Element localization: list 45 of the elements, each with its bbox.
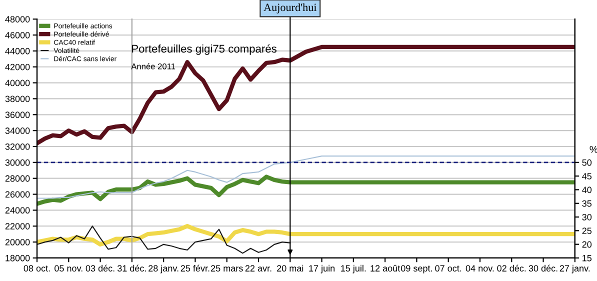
x-tick-label: 25 févr. [180, 264, 210, 272]
y-tick-label: 46000 [5, 32, 30, 38]
x-tick-label: 30 déc. [528, 264, 558, 272]
y-tick-label: 26000 [5, 191, 30, 198]
x-tick-label: 04 nov. [466, 265, 494, 272]
y2-tick-label: 45 [582, 173, 592, 180]
y2-tick-label: 40 [582, 186, 592, 194]
text: Portefeuilles gigi75 comparés [132, 44, 276, 55]
x-tick-label: 08 oct. [24, 265, 50, 272]
y-tick-label: 44000 [5, 48, 30, 54]
x-tick-label: 27 janv. [560, 264, 590, 274]
x-tick-label: 05 nov. [54, 265, 82, 272]
y-tick-label: 30000 [5, 159, 30, 166]
y-tick-label: 32000 [5, 143, 30, 150]
y-tick-label: 42000 [5, 64, 30, 70]
x-tick-label: 09 sept. [401, 265, 432, 274]
y2-tick-label: 50 [582, 159, 592, 166]
y-tick-label: 22000 [5, 223, 30, 230]
x-tick-label: 03 déc. [86, 264, 114, 272]
y2-tick-label: 15 [582, 255, 592, 262]
y-tick-label: 36000 [5, 112, 30, 118]
y-tick-label: 38000 [5, 96, 30, 102]
x-tick-label: 17 juin [309, 264, 334, 274]
x-tick-label: 28 janv. [148, 264, 178, 274]
y-tick-label: 40000 [5, 80, 30, 86]
y-tick-label: 18000 [6, 254, 30, 262]
y-tick-label: 28000 [5, 175, 30, 182]
y2-tick-label: 25 [582, 228, 592, 234]
y2-tick-label: 30 [582, 214, 592, 220]
y2-tick-label: 35 [582, 200, 592, 207]
x-tick-label: 12 août [370, 264, 400, 272]
x-tick-label: 02 déc. [497, 264, 526, 272]
x-tick-label: 20 mai [277, 264, 304, 272]
ref-line-label: Aujourd'hui [264, 3, 317, 14]
y-tick-label: 24000 [5, 207, 30, 214]
y-tick-label: 20000 [5, 239, 30, 246]
x-tick-label: 15 juil. [341, 264, 366, 274]
y-tick-label: 48000 [5, 16, 30, 22]
x-tick-label: 22 avr. [245, 265, 272, 272]
x-tick-label: 31 déc. [117, 264, 146, 272]
y-tick-label: 34000 [5, 128, 30, 134]
x-tick-label: 07 oct. [435, 265, 462, 272]
y2-tick-label: 20 [582, 241, 592, 248]
x-tick-label: 25 mars [211, 265, 243, 272]
text: Année 2011 [131, 63, 176, 70]
